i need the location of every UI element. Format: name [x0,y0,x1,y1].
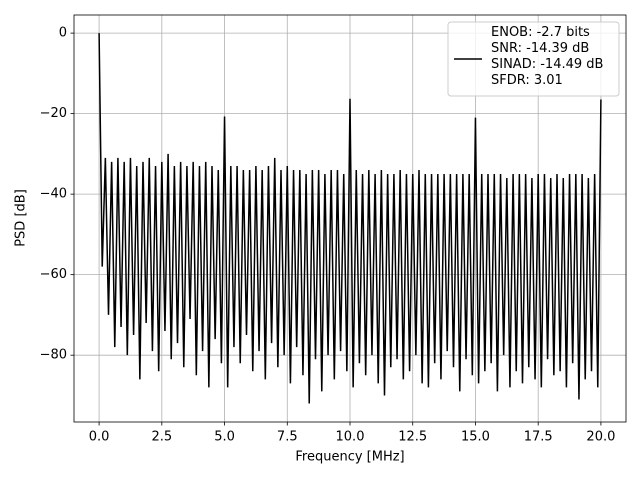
x-tick-label: 2.5 [151,430,172,445]
y-tick-label: −20 [40,106,67,121]
y-tick-label: −60 [40,267,67,282]
x-tick-label: 5.0 [214,430,235,445]
x-tick-label: 20.0 [586,430,615,445]
x-axis-label: Frequency [MHz] [295,450,404,465]
x-tick-label: 15.0 [461,430,490,445]
x-tick-label: 12.5 [398,430,427,445]
x-tick-label: 17.5 [524,430,553,445]
x-tick-label: 7.5 [277,430,298,445]
line [98,33,602,404]
x-tick-label: 0.0 [89,430,110,445]
legend-label: ENOB: -2.7 bits SNR: -14.39 dB SINAD: -1… [491,25,604,88]
y-axis-label: PSD [dB] [14,189,29,247]
legend-box [447,21,620,97]
y-tick-label: 0 [59,26,67,41]
x-tick-label: 10.0 [336,430,365,445]
y-tick-label: −40 [40,187,67,202]
legend-entry: ENOB: -2.7 bits SNR: -14.39 dB SINAD: -1… [491,25,604,88]
y-tick-label: −80 [40,348,67,363]
plot-frame [73,14,627,423]
